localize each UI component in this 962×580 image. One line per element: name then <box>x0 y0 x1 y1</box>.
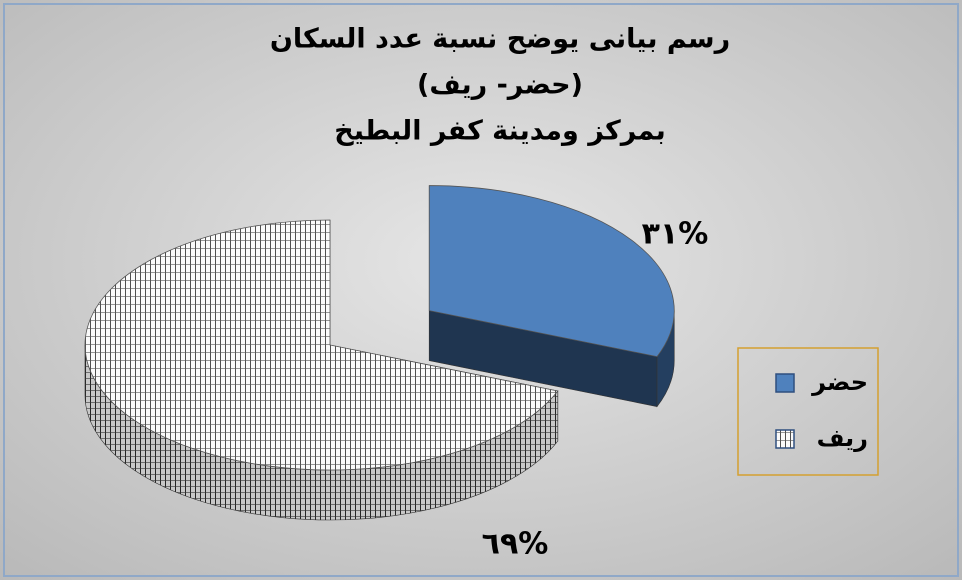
chart-title: رسم بيانى يوضح نسبة عدد السكان <box>270 24 730 55</box>
slice <box>84 219 559 471</box>
chart-title: بمركز ومدينة كفر البطيخ <box>334 116 666 147</box>
legend-box <box>737 347 879 476</box>
chart-title: (حضر- ريف) <box>417 70 583 101</box>
legend-label: حضر <box>811 368 868 396</box>
legend-label: ريف <box>817 424 868 452</box>
data-label: ٣١% <box>642 217 709 252</box>
slice <box>428 185 675 358</box>
frame <box>3 3 959 577</box>
legend-swatch <box>775 429 795 449</box>
data-label: ٦٩% <box>482 527 549 562</box>
legend-swatch <box>775 373 795 393</box>
